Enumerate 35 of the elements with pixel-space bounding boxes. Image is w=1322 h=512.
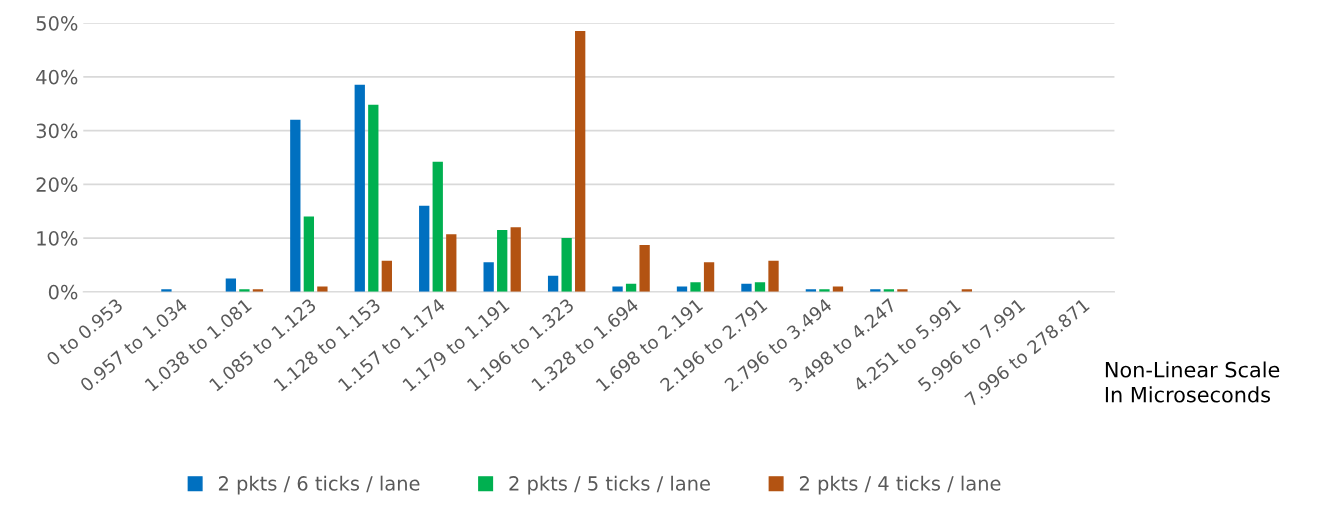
y-tick-label: 40% (36, 69, 78, 85)
legend-label: 2 pkts / 6 ticks / lane (218, 475, 420, 495)
bar (639, 245, 650, 292)
bar (832, 286, 844, 292)
bar (354, 84, 365, 292)
bar (768, 260, 779, 292)
legend-label: 2 pkts / 4 ticks / lane (799, 475, 1001, 495)
bar (446, 234, 457, 292)
y-tick-label: 10% (37, 231, 78, 246)
bar (497, 230, 508, 292)
bar (432, 161, 443, 292)
bar (483, 262, 494, 292)
bar (547, 275, 559, 292)
bar (703, 262, 715, 292)
x-axis-title: Non-Linear Scale In Microseconds (1105, 361, 1280, 403)
bar (676, 286, 688, 292)
bar (741, 283, 752, 292)
bar (290, 119, 301, 292)
y-tick-label: 50% (36, 16, 78, 31)
bar (690, 282, 701, 292)
y-tick-label: 30% (36, 123, 78, 139)
bar (225, 278, 237, 292)
legend-label: 2 pkts / 5 ticks / lane (509, 475, 710, 495)
bar (575, 31, 586, 292)
bar (317, 286, 328, 292)
bar (510, 227, 521, 292)
y-tick-label: 0% (48, 284, 78, 300)
bar (419, 205, 430, 292)
bar (303, 216, 315, 292)
bar (561, 238, 572, 292)
bar (381, 260, 392, 292)
bar (754, 282, 766, 292)
y-tick-label: 20% (36, 177, 78, 192)
bar (368, 104, 379, 292)
bar (612, 286, 623, 292)
